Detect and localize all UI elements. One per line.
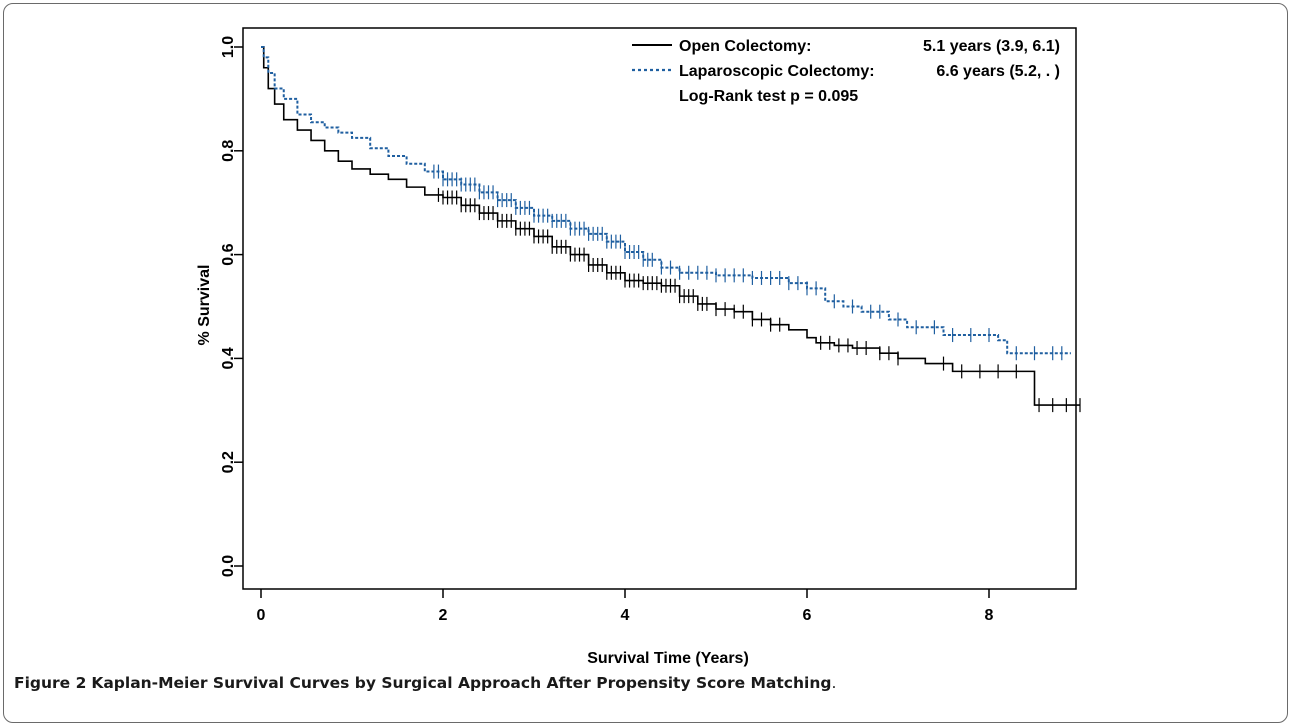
legend-label-open: Open Colectomy: xyxy=(679,38,811,55)
legend-median-laparoscopic: 6.6 years (5.2, . ) xyxy=(936,63,1060,80)
y-tick-label-0.8: 0.8 xyxy=(220,140,237,162)
figure-title: Kaplan-Meier Survival Curves by Surgical… xyxy=(91,674,832,692)
figure-label: Figure 2 xyxy=(14,674,87,692)
series-curve-laparoscopic xyxy=(261,46,1071,355)
y-axis-title: % Survival xyxy=(196,265,213,346)
legend: Open Colectomy: 5.1 years (3.9, 6.1) Lap… xyxy=(632,38,1060,105)
y-tick-label-0.4: 0.4 xyxy=(220,347,237,369)
x-tick-label-2: 2 xyxy=(439,607,448,624)
y-tick-label-1.0: 1.0 xyxy=(220,36,237,58)
x-axis-title: Survival Time (Years) xyxy=(587,650,749,667)
x-tick-label-0: 0 xyxy=(257,607,266,624)
x-tick-label-6: 6 xyxy=(803,607,812,624)
legend-median-open: 5.1 years (3.9, 6.1) xyxy=(923,38,1060,55)
y-tick-label-0.6: 0.6 xyxy=(220,243,237,265)
survival-curves xyxy=(261,46,1080,406)
kaplan-meier-chart: 0 2 4 6 8 0.0 0.2 0.4 0.6 0.8 1.0 Survival Time (Y… xyxy=(196,27,1081,667)
figure-title-suffix: . xyxy=(831,674,837,692)
plot-area-border xyxy=(242,27,1077,590)
log-rank-annotation: Log-Rank test p = 0.095 xyxy=(679,88,858,105)
x-tick-label-8: 8 xyxy=(985,607,994,624)
series-curve-open xyxy=(261,46,1080,406)
x-tick-label-4: 4 xyxy=(621,607,630,624)
legend-label-laparoscopic: Laparoscopic Colectomy: xyxy=(679,63,875,80)
y-tick-label-0.2: 0.2 xyxy=(220,451,237,473)
figure-caption: Figure 2 Kaplan-Meier Survival Curves by… xyxy=(14,674,836,692)
y-tick-label-0.0: 0.0 xyxy=(220,555,237,577)
censor-marks xyxy=(433,164,1081,413)
axes: 0 2 4 6 8 0.0 0.2 0.4 0.6 0.8 1.0 xyxy=(220,36,994,624)
